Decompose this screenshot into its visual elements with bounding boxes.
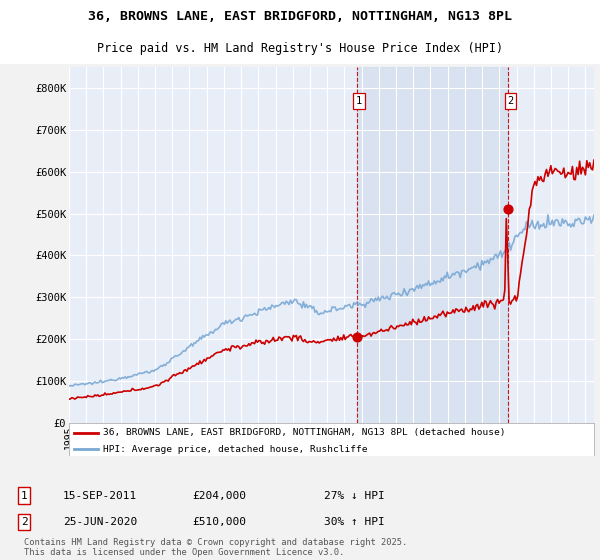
Text: 1: 1 [356,96,362,106]
Text: Contains HM Land Registry data © Crown copyright and database right 2025.
This d: Contains HM Land Registry data © Crown c… [24,538,407,557]
Text: 36, BROWNS LANE, EAST BRIDGFORD, NOTTINGHAM, NG13 8PL: 36, BROWNS LANE, EAST BRIDGFORD, NOTTING… [88,10,512,22]
Text: 27% ↓ HPI: 27% ↓ HPI [324,491,385,501]
Text: 2: 2 [507,96,514,106]
Bar [356,67,508,423]
Text: 1: 1 [20,491,28,501]
Text: 30% ↑ HPI: 30% ↑ HPI [324,517,385,527]
Text: HPI: Average price, detached house, Rushcliffe: HPI: Average price, detached house, Rush… [103,445,368,454]
Text: 36, BROWNS LANE, EAST BRIDGFORD, NOTTINGHAM, NG13 8PL (detached house): 36, BROWNS LANE, EAST BRIDGFORD, NOTTING… [103,428,506,437]
Text: 2: 2 [20,517,28,527]
Text: 15-SEP-2011: 15-SEP-2011 [63,491,137,501]
Point [503,205,512,214]
Text: £204,000: £204,000 [192,491,246,501]
Point [352,333,361,342]
Text: £510,000: £510,000 [192,517,246,527]
Text: Price paid vs. HM Land Registry's House Price Index (HPI): Price paid vs. HM Land Registry's House … [97,42,503,55]
Text: 25-JUN-2020: 25-JUN-2020 [63,517,137,527]
